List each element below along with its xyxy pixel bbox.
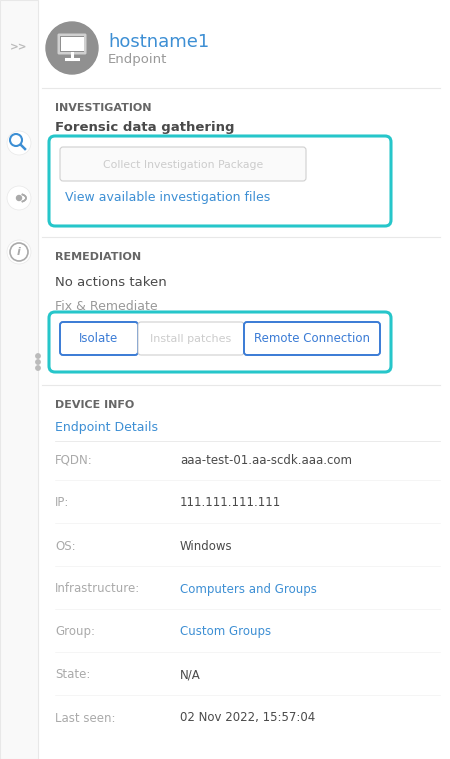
- FancyBboxPatch shape: [49, 312, 391, 372]
- Text: Computers and Groups: Computers and Groups: [180, 582, 317, 596]
- Text: Fix & Remediate: Fix & Remediate: [55, 300, 158, 313]
- FancyBboxPatch shape: [60, 36, 84, 52]
- Text: Install patches: Install patches: [150, 334, 232, 344]
- Text: Last seen:: Last seen:: [55, 711, 116, 725]
- Text: Group:: Group:: [55, 625, 95, 638]
- Text: State:: State:: [55, 669, 90, 682]
- Text: INVESTIGATION: INVESTIGATION: [55, 103, 152, 113]
- Text: Infrastructure:: Infrastructure:: [55, 582, 140, 596]
- Circle shape: [17, 196, 22, 200]
- Text: DEVICE INFO: DEVICE INFO: [55, 400, 134, 410]
- FancyBboxPatch shape: [244, 322, 380, 355]
- Circle shape: [36, 354, 40, 358]
- FancyBboxPatch shape: [0, 0, 38, 759]
- Text: Custom Groups: Custom Groups: [180, 625, 271, 638]
- Text: OS:: OS:: [55, 540, 76, 553]
- Text: Collect Investigation Package: Collect Investigation Package: [103, 160, 263, 170]
- Text: hostname1: hostname1: [108, 33, 209, 51]
- Text: Windows: Windows: [180, 540, 233, 553]
- FancyBboxPatch shape: [60, 36, 84, 51]
- Text: Remote Connection: Remote Connection: [254, 332, 370, 345]
- FancyBboxPatch shape: [60, 322, 138, 355]
- FancyBboxPatch shape: [58, 33, 86, 55]
- Text: N/A: N/A: [180, 669, 201, 682]
- Circle shape: [36, 366, 40, 370]
- FancyBboxPatch shape: [60, 147, 306, 181]
- Text: aaa-test-01.aa-scdk.aaa.com: aaa-test-01.aa-scdk.aaa.com: [180, 453, 352, 467]
- Text: 111.111.111.111: 111.111.111.111: [180, 496, 281, 509]
- Text: >>: >>: [10, 42, 28, 52]
- Text: Isolate: Isolate: [79, 332, 119, 345]
- FancyBboxPatch shape: [138, 322, 244, 355]
- Text: Forensic data gathering: Forensic data gathering: [55, 121, 234, 134]
- Text: No actions taken: No actions taken: [55, 276, 167, 288]
- Circle shape: [7, 186, 31, 210]
- Text: IP:: IP:: [55, 496, 69, 509]
- Text: FQDN:: FQDN:: [55, 453, 93, 467]
- Circle shape: [36, 360, 40, 364]
- Circle shape: [7, 240, 31, 264]
- Text: REMEDIATION: REMEDIATION: [55, 252, 141, 262]
- Text: i: i: [17, 247, 21, 257]
- Circle shape: [7, 131, 31, 155]
- Text: 02 Nov 2022, 15:57:04: 02 Nov 2022, 15:57:04: [180, 711, 315, 725]
- Text: Endpoint Details: Endpoint Details: [55, 421, 158, 434]
- Text: View available investigation files: View available investigation files: [65, 191, 270, 203]
- Circle shape: [46, 22, 98, 74]
- FancyBboxPatch shape: [49, 136, 391, 226]
- Text: Endpoint: Endpoint: [108, 53, 167, 67]
